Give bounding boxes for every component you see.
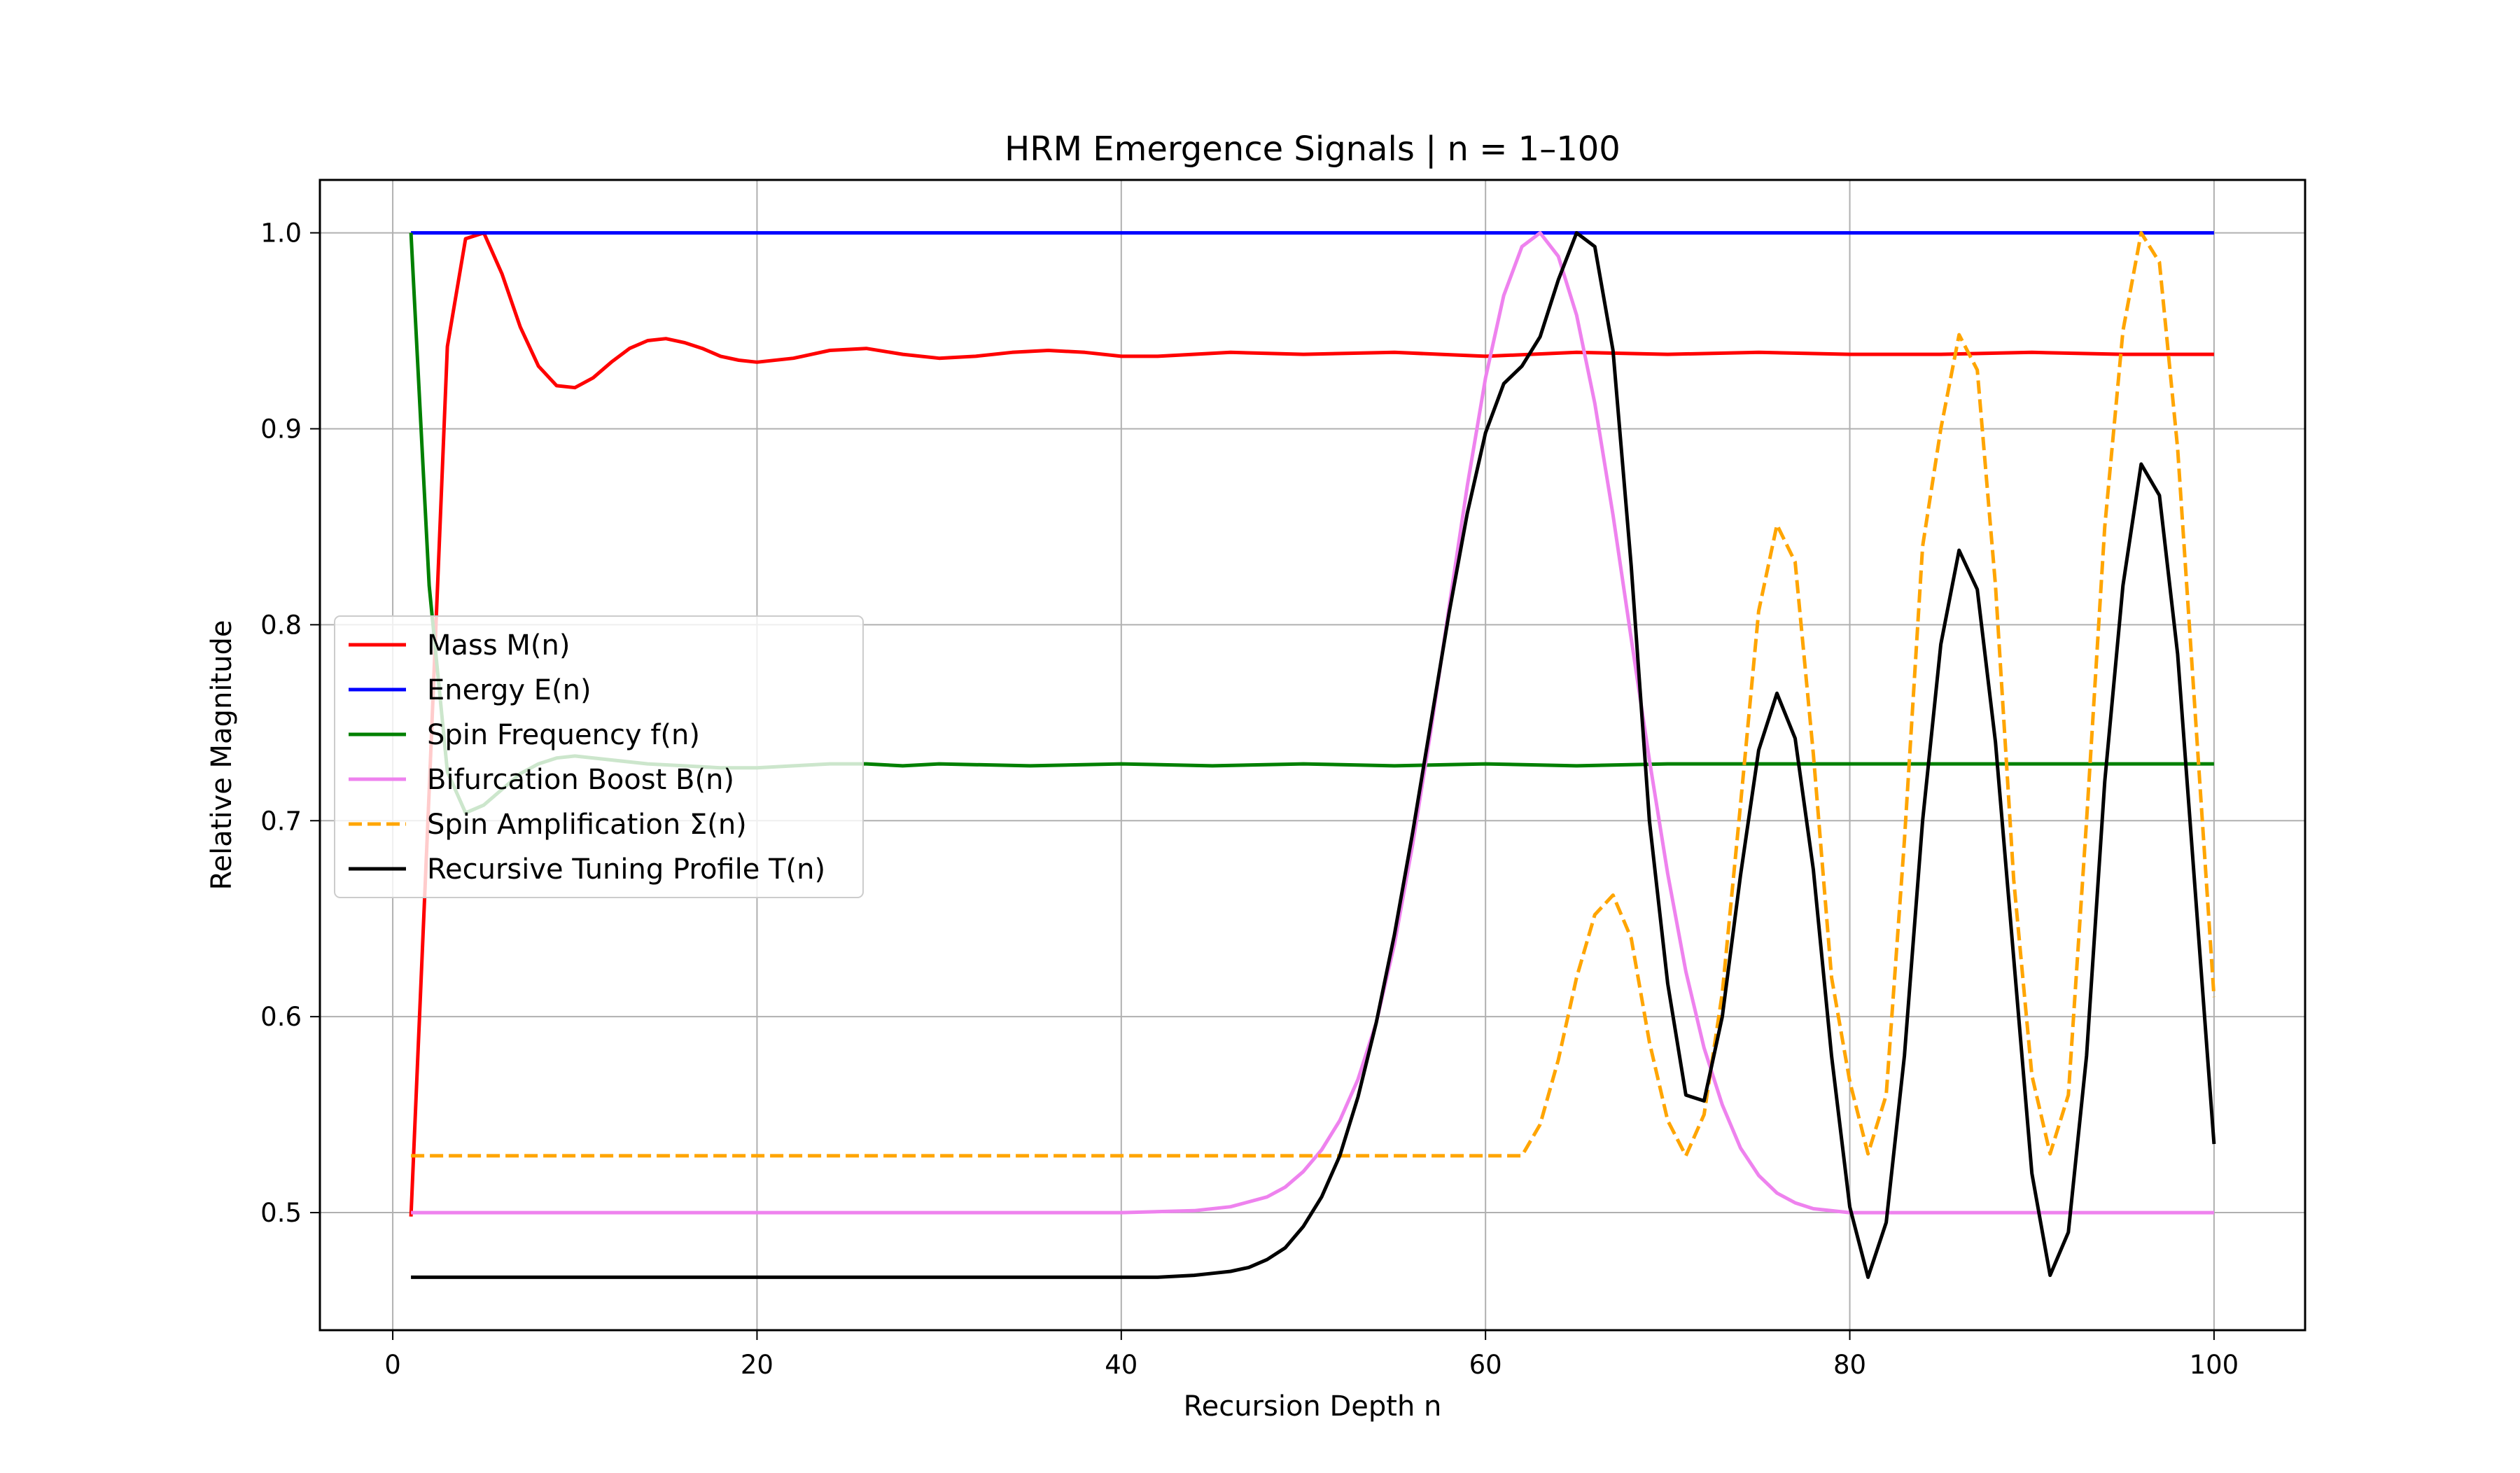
y-tick-label: 0.9 [260, 414, 302, 444]
plot-frame [318, 179, 2306, 1332]
chart-title: HRM Emergence Signals | n = 1–100 [1004, 130, 1620, 169]
y-tick-label: 0.7 [260, 806, 302, 836]
legend-label: Energy E(n) [427, 674, 592, 706]
y-tick-label: 0.5 [260, 1198, 302, 1228]
x-axis-title: Recursion Depth n [1184, 1390, 1442, 1423]
y-tick-label: 0.6 [260, 1002, 302, 1032]
legend-label: Bifurcation Boost B(n) [427, 764, 734, 796]
legend-label: Spin Frequency f(n) [427, 719, 700, 751]
x-tick-label: 60 [1469, 1350, 1502, 1380]
series-line-0 [409, 231, 2214, 1217]
y-axis-title: Relative Magnitude [206, 620, 238, 891]
x-tick-label: 0 [384, 1350, 401, 1380]
series-line-5 [411, 231, 2216, 1279]
legend-label: Recursive Tuning Profile T(n) [427, 853, 825, 886]
series-line-4 [411, 231, 2216, 1158]
x-tick-label: 20 [741, 1350, 774, 1380]
legend-box [334, 615, 864, 898]
y-tick-label: 0.8 [260, 610, 302, 640]
axis-ticks: 0 20 40 60 80 100 0.5 0.6 0.7 0.8 0.9 1.0 [260, 218, 2239, 1380]
x-tick-label: 40 [1105, 1350, 1138, 1380]
series-line-3 [411, 231, 2214, 1215]
legend: Mass M(n) Energy E(n) Spin Frequency f(n) B… [334, 615, 864, 898]
x-tick-label: 100 [2190, 1350, 2239, 1380]
legend-label: Spin Amplification Σ(n) [427, 809, 747, 841]
x-tick-label: 80 [1833, 1350, 1866, 1380]
y-tick-label: 1.0 [260, 218, 302, 249]
legend-label: Mass M(n) [427, 629, 570, 662]
